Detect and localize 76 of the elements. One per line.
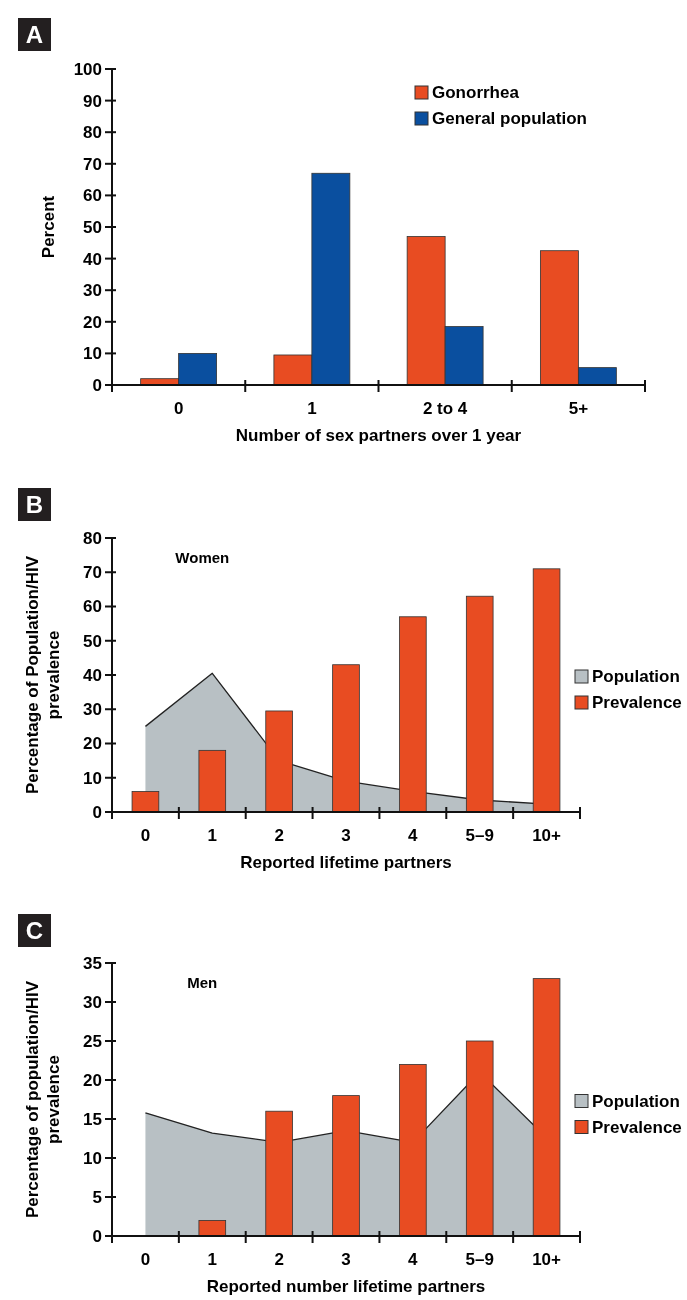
x-tick-label: 5–9: [465, 1250, 494, 1269]
x-tick-label: 1: [307, 399, 317, 418]
legend-label: General population: [432, 109, 587, 129]
y-tick-label: 0: [92, 375, 102, 395]
bar: [465, 1040, 494, 1237]
bar: [198, 749, 227, 813]
text: B: [25, 491, 44, 518]
bar: [532, 568, 561, 813]
x-axis-title: Reported number lifetime partners: [206, 1277, 486, 1296]
y-tick-label: 60: [83, 186, 102, 206]
y-tick-label: 40: [83, 249, 102, 269]
y-tick-label: 0: [92, 1226, 102, 1246]
x-tick-label: 3: [341, 826, 351, 845]
y-tick-label: 0: [92, 802, 102, 822]
y-tick-label: 80: [83, 123, 102, 143]
x-axis-title: Reported lifetime partners: [240, 853, 452, 872]
y-tick-label: 30: [83, 992, 102, 1012]
y-axis-title: Percentage of Population/HIV prevalence: [23, 555, 63, 795]
y-axis-title: Percentage of population/HIV prevalence: [23, 980, 63, 1219]
y-tick-label: 20: [83, 734, 102, 754]
y-tick-label: 35: [83, 953, 102, 973]
bar: [465, 595, 494, 813]
x-tick-label: 0: [140, 1250, 151, 1269]
bar: [265, 1110, 293, 1237]
y-tick-label: 10: [83, 344, 102, 364]
bar: [399, 1064, 427, 1237]
y-tick-label: 70: [83, 563, 102, 583]
x-tick-label: 10+: [532, 826, 562, 845]
legend-label: Gonorrhea: [432, 83, 520, 103]
bar: [131, 791, 160, 813]
y-tick-label: 25: [83, 1031, 102, 1051]
y-tick-label: 10: [83, 768, 102, 788]
x-tick-label: 3: [341, 1250, 351, 1269]
bar: [332, 1095, 360, 1237]
x-tick-label: 2: [274, 1250, 284, 1269]
x-tick-label: 4: [408, 826, 419, 845]
x-tick-label: 2 to 4: [422, 399, 468, 418]
y-axis-title: Percent: [39, 195, 58, 259]
bar: [265, 710, 293, 813]
y-tick-label: 60: [83, 597, 102, 617]
bar: [532, 978, 561, 1237]
legend-label: Population: [592, 667, 680, 687]
y-tick-label: 20: [83, 312, 102, 332]
x-tick-label: 2: [274, 826, 284, 845]
annotation: Men: [187, 974, 218, 991]
bar: [399, 616, 427, 813]
annotation: Women: [175, 549, 230, 566]
y-tick-label: 30: [83, 700, 102, 720]
legend-label: Prevalence: [592, 1117, 682, 1137]
x-tick-label: 0: [173, 399, 184, 418]
text: C: [25, 917, 44, 944]
y-tick-label: 90: [83, 91, 102, 111]
x-tick-label: 1: [207, 826, 218, 845]
y-tick-label: 40: [83, 665, 102, 685]
x-axis-title: Number of sex partners over 1 year: [235, 426, 522, 445]
y-tick-label: 15: [83, 1109, 102, 1129]
bar: [198, 1220, 227, 1237]
y-tick-label: 70: [83, 154, 102, 174]
x-tick-label: 10+: [532, 1250, 562, 1269]
y-tick-label: 50: [83, 631, 102, 651]
y-tick-label: 30: [83, 281, 102, 301]
bar: [332, 664, 360, 813]
x-tick-label: 5–9: [465, 826, 494, 845]
legend-label: Population: [592, 1091, 680, 1111]
legend-label: Prevalence: [592, 693, 682, 713]
y-tick-label: 80: [83, 528, 102, 548]
x-tick-label: 0: [140, 826, 151, 845]
y-tick-label: 5: [92, 1187, 102, 1207]
y-tick-label: 20: [83, 1070, 102, 1090]
y-tick-label: 100: [73, 59, 102, 79]
x-tick-label: 5+: [568, 399, 589, 418]
text: A: [25, 21, 44, 48]
y-tick-label: 10: [83, 1148, 102, 1168]
y-tick-label: 50: [83, 217, 102, 237]
x-tick-label: 4: [408, 1250, 419, 1269]
x-tick-label: 1: [207, 1250, 218, 1269]
